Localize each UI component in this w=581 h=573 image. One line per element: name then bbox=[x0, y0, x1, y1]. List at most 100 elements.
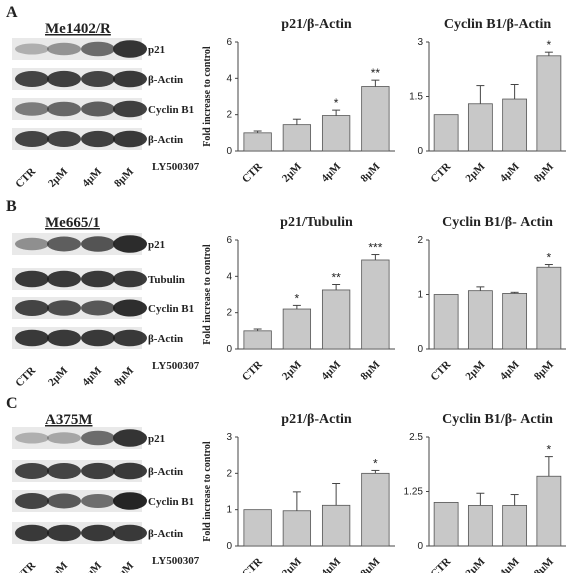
bar-chart-6: Cyclin B1/β- Actin 0 1.25 2.5 CTR 2μM 4μM * 8μM bbox=[404, 412, 566, 573]
blot-band bbox=[113, 524, 147, 542]
y-tick-label: 2.5 bbox=[409, 432, 423, 443]
x-tick-label: 8μM bbox=[358, 160, 383, 185]
lane-label: CTR bbox=[13, 559, 39, 573]
y-tick-label: 6 bbox=[226, 235, 232, 246]
bar bbox=[502, 98, 528, 152]
x-tick-label: CTR bbox=[428, 358, 454, 384]
blot-background bbox=[12, 38, 142, 60]
x-tick-label: 8μM bbox=[532, 160, 557, 185]
x-tick-label: 8μM bbox=[358, 555, 383, 573]
significance-mark: * bbox=[334, 96, 339, 110]
bar bbox=[243, 509, 272, 547]
lane-label: CTR bbox=[13, 364, 39, 390]
x-tick-label: 2μM bbox=[280, 160, 305, 185]
y-tick-label: 6 bbox=[226, 37, 232, 48]
blot-band bbox=[47, 300, 81, 316]
blot-label: β-Actin bbox=[148, 134, 183, 146]
blot--actin: β-Actin bbox=[12, 68, 183, 90]
bar bbox=[321, 289, 351, 350]
blot--actin: β-Actin bbox=[12, 128, 183, 150]
bar bbox=[536, 55, 562, 152]
treatment-label: LY500307 bbox=[152, 555, 200, 567]
bar bbox=[243, 132, 272, 152]
bar bbox=[361, 259, 390, 350]
x-tick-label: 2μM bbox=[463, 358, 488, 383]
lane-label: 4μM bbox=[80, 559, 105, 573]
y-tick-label: 3 bbox=[417, 37, 423, 48]
blot-band bbox=[47, 524, 81, 542]
blot-band bbox=[15, 493, 49, 509]
significance-mark: * bbox=[547, 251, 552, 265]
bar-chart-3: p21/Tubulin Fold increase to control 0 2 4 6 C… bbox=[202, 215, 395, 384]
bar bbox=[467, 290, 493, 350]
bar bbox=[502, 505, 528, 547]
cell-line-label: A375M bbox=[45, 412, 93, 428]
chart-title: p21/β-Actin bbox=[281, 412, 352, 427]
bar bbox=[321, 504, 351, 547]
lane-label: 8μM bbox=[112, 559, 137, 573]
bar-chart-1: p21/β-Actin Fold increase to control 0 2 4 6 C… bbox=[202, 17, 395, 186]
chart-title: p21/β-Actin bbox=[281, 17, 352, 32]
bar bbox=[361, 86, 390, 152]
blot-band bbox=[15, 329, 49, 347]
blot-band bbox=[47, 493, 81, 509]
bar-chart-5: p21/β-Actin Fold increase to control 0 1 2 3 C… bbox=[202, 412, 395, 573]
x-tick-label: 8μM bbox=[358, 358, 383, 383]
blot-label: Cyclin B1 bbox=[148, 496, 194, 508]
bar bbox=[467, 505, 493, 547]
y-tick-label: 3 bbox=[226, 432, 232, 443]
blot-band bbox=[15, 524, 49, 542]
x-tick-label: CTR bbox=[240, 160, 266, 186]
blot-band bbox=[81, 71, 115, 87]
blot-band bbox=[15, 237, 49, 251]
y-tick-label: 2 bbox=[417, 235, 423, 246]
x-tick-label: 8μM bbox=[532, 358, 557, 383]
y-tick-label: 0 bbox=[417, 344, 423, 355]
blot-label: β-Actin bbox=[148, 333, 183, 345]
blot-band bbox=[113, 40, 147, 58]
cell-line-label: Me1402/R bbox=[45, 21, 111, 37]
blot-band bbox=[15, 270, 49, 288]
x-tick-label: 4μM bbox=[319, 160, 344, 185]
blot-band bbox=[81, 462, 115, 480]
blot-band bbox=[81, 329, 115, 347]
significance-mark: ** bbox=[371, 66, 381, 80]
lane-label: 4μM bbox=[80, 364, 105, 389]
blot-band bbox=[47, 131, 81, 147]
blot-p21: p21 bbox=[12, 38, 165, 60]
blot-band bbox=[81, 41, 115, 57]
bar-chart-4: Cyclin B1/β- Actin 0 1 2 CTR 2μM 4μM * 8μM bbox=[417, 215, 566, 384]
lane-label: 2μM bbox=[46, 364, 71, 389]
y-tick-label: 0 bbox=[226, 146, 232, 157]
bar bbox=[243, 330, 272, 350]
bar-chart-2: Cyclin B1/β-Actin 0 1.5 3 CTR 2μM 4μM * 8μM bbox=[409, 17, 566, 186]
blot-band bbox=[15, 71, 49, 87]
chart-title: Cyclin B1/β- Actin bbox=[442, 412, 553, 427]
blot-band bbox=[113, 235, 147, 253]
blot-band bbox=[81, 101, 115, 117]
y-tick-label: 0 bbox=[226, 541, 232, 552]
blot-band bbox=[113, 130, 147, 148]
y-tick-label: 1 bbox=[226, 505, 232, 516]
bar bbox=[536, 475, 562, 547]
y-tick-label: 1.5 bbox=[409, 92, 423, 103]
x-tick-label: 4μM bbox=[498, 358, 523, 383]
y-axis-label: Fold increase to control bbox=[202, 244, 213, 345]
y-tick-label: 4 bbox=[226, 73, 232, 84]
blot-band bbox=[47, 42, 81, 56]
x-tick-label: 4μM bbox=[498, 160, 523, 185]
chart-title: Cyclin B1/β-Actin bbox=[444, 17, 552, 32]
bar bbox=[282, 308, 312, 350]
y-tick-label: 0 bbox=[417, 146, 423, 157]
blot-band bbox=[15, 432, 49, 444]
lane-label: 2μM bbox=[46, 165, 71, 190]
blot-band bbox=[15, 43, 49, 55]
blot-band bbox=[15, 300, 49, 316]
blot-band bbox=[15, 102, 49, 116]
y-tick-label: 0 bbox=[417, 541, 423, 552]
blot-label: p21 bbox=[148, 44, 165, 56]
blot-band bbox=[47, 70, 81, 88]
panel-letter: B bbox=[6, 198, 17, 215]
x-tick-label: CTR bbox=[240, 358, 266, 384]
